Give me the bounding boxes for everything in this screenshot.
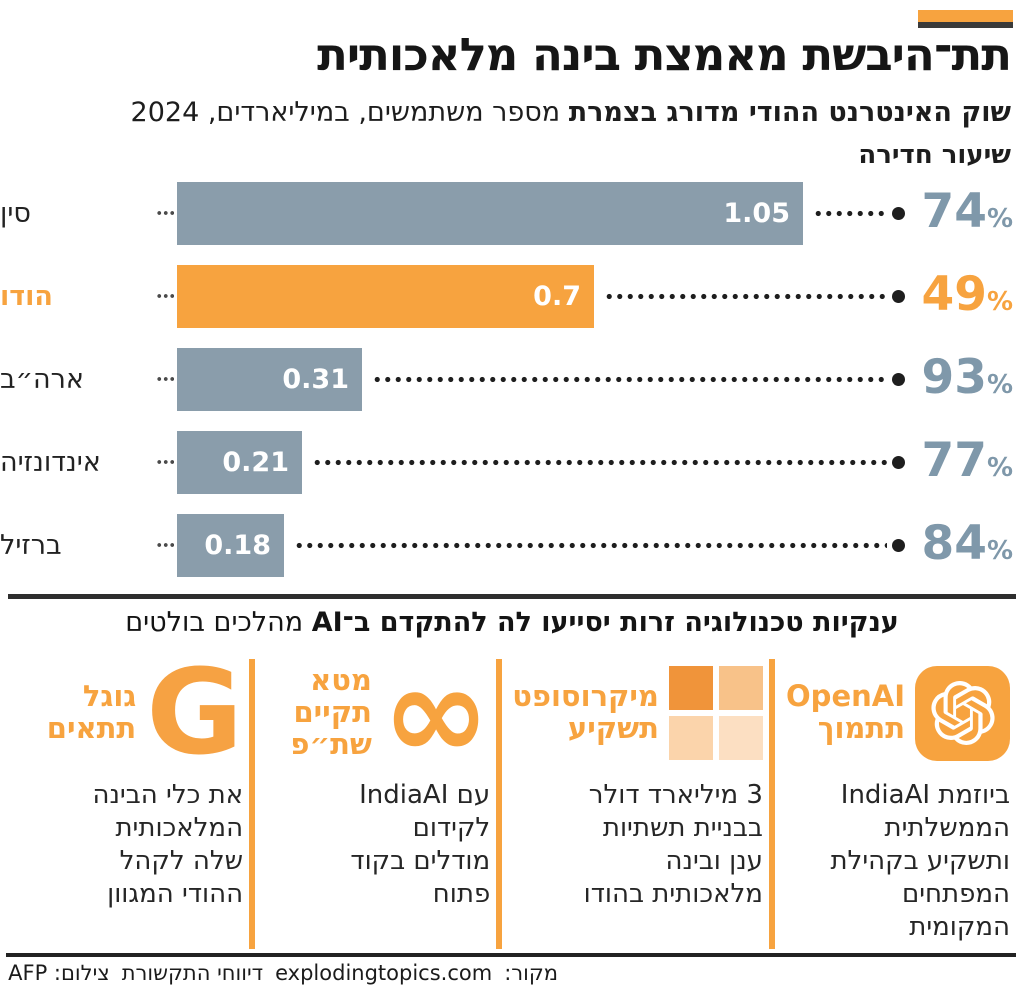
country-label: סין: [0, 198, 31, 229]
meta-infinity-icon: ∞: [381, 637, 491, 789]
ms-square-bottom-right: [718, 716, 763, 760]
percent-sign: %: [986, 370, 1013, 400]
bar: 0.18: [177, 514, 284, 577]
card-description-microsoft: 3 מיליארד דולר בבניית תשתיות ענן ובינה מ…: [583, 780, 763, 910]
card-description-google: את כלי הבינה המלאכותית שלה לקהל ההודי המ…: [92, 780, 244, 910]
brand-marker-orange: [918, 10, 1013, 22]
penetration-value: 49%: [922, 265, 1013, 328]
card-head: OpenAI תתמוך: [785, 663, 1010, 763]
leader-bullet-icon: [892, 373, 905, 386]
card-title-meta: מטא תקיים שת״פ: [290, 663, 372, 761]
card-title-microsoft: מיקרוסופט תשקיע: [512, 679, 659, 745]
chart-row: ברזיל 0.18 84%: [0, 504, 1024, 587]
leader-dots: [312, 459, 887, 466]
penetration-number: 77: [921, 433, 987, 488]
company-cards: OpenAI תתמוך ביוזמת IndiaAI הממשלתית ותש…: [8, 637, 1016, 949]
card-meta: ∞ מטא תקיים שת״פ עם IndiaAI לקידום מודלי…: [255, 637, 496, 949]
leader-dots: [604, 293, 887, 300]
penetration-number: 74: [921, 184, 987, 239]
column-divider: [496, 659, 503, 949]
card-openai: OpenAI תתמוך ביוזמת IndiaAI הממשלתית ותש…: [775, 659, 1016, 949]
openai-knot-icon: [915, 665, 1010, 761]
bar-value: 0.18: [204, 530, 271, 561]
label-leader-dots: [156, 210, 174, 216]
penetration-value: 77%: [922, 431, 1013, 494]
country-label: הודו: [0, 281, 53, 312]
bar-value: 0.21: [222, 447, 289, 478]
source-line: מקור: explodingtopics.com דיווחי התקשורת צי…: [2, 961, 558, 985]
percent-sign: %: [986, 453, 1013, 483]
percent-sign: %: [986, 536, 1013, 566]
chart-row: סין 1.05 74%: [0, 172, 1024, 255]
percent-sign: %: [986, 287, 1013, 317]
source-label: מקור:: [504, 961, 558, 985]
card-head: G גוגל תתאים: [18, 642, 244, 781]
section-divider: [8, 594, 1016, 599]
bar-value: 0.31: [282, 364, 349, 395]
google-g-icon: G: [146, 642, 244, 781]
penetration-number: 93: [921, 350, 987, 405]
card-description-openai: ביוזמת IndiaAI הממשלתית ותשקיע בקהילת המ…: [830, 780, 1010, 943]
leader-dots: [813, 210, 887, 217]
section-header-rest: מהלכים בולטים: [125, 607, 312, 638]
leader-bullet-icon: [892, 207, 905, 220]
country-label: ברזיל: [0, 530, 62, 561]
bar-chart: סין 1.05 74% הודו 0.7 49% ארה״ב 0.31 93%: [0, 172, 1024, 590]
penetration-value: 74%: [922, 182, 1013, 245]
section-header-bold: ענקיות טכנולוגיה זרות יסייעו לה להתקדם ב…: [311, 607, 899, 638]
card-title-openai: OpenAI תתמוך: [786, 679, 905, 745]
chart-subtitle-bold: שוק האינטרנט ההודי מדורג בצמרת: [568, 97, 1011, 128]
penetration-axis-label: שיעור חדירה: [858, 140, 1011, 170]
bar: 0.21: [177, 431, 302, 494]
chart-row: ארה״ב 0.31 93%: [0, 338, 1024, 421]
label-leader-dots: [156, 459, 174, 465]
footer-divider: [6, 953, 1016, 957]
source-value: explodingtopics.com: [275, 961, 493, 985]
leader-dots: [372, 376, 887, 383]
penetration-value: 93%: [922, 348, 1013, 411]
card-head: ∞ מטא תקיים שת״פ: [265, 637, 491, 789]
photo-credit: צילום: AFP: [8, 961, 110, 985]
chart-subtitle-rest: מספר משתמשים, במיליארדים, 2024: [130, 97, 569, 128]
bar: 0.31: [177, 348, 362, 411]
chart-row: אינדונזיה 0.21 77%: [0, 421, 1024, 504]
card-title-google: גוגל תתאים: [46, 679, 137, 745]
leader-bullet-icon: [892, 290, 905, 303]
leader-dots: [294, 542, 887, 549]
label-leader-dots: [156, 542, 174, 548]
microsoft-windows-icon: [668, 666, 763, 760]
ms-square-top-right: [718, 666, 763, 710]
source-reports: דיווחי התקשורת: [121, 961, 264, 985]
country-label: אינדונזיה: [0, 447, 101, 478]
country-label: ארה״ב: [0, 364, 84, 395]
chart-subtitle: שוק האינטרנט ההודי מדורג בצמרת מספר משתמ…: [11, 97, 1011, 128]
ms-square-top-left: [668, 666, 713, 710]
card-head: מיקרוסופט תשקיע: [512, 663, 763, 763]
brand-marker-dark: [918, 22, 1013, 28]
bar-value: 0.7: [533, 281, 581, 312]
card-microsoft: מיקרוסופט תשקיע 3 מיליארד דולר בבניית תש…: [502, 659, 769, 949]
bar-value: 1.05: [723, 198, 790, 229]
label-leader-dots: [156, 376, 174, 382]
bar: 1.05: [177, 182, 803, 245]
percent-sign: %: [986, 204, 1013, 234]
card-google: G גוגל תתאים את כלי הבינה המלאכותית שלה …: [8, 642, 249, 949]
leader-bullet-icon: [892, 539, 905, 552]
card-description-meta: עם IndiaAI לקידום מודלים בקוד פתוח: [350, 780, 491, 910]
section-header: ענקיות טכנולוגיה זרות יסייעו לה להתקדם ב…: [0, 607, 1024, 638]
penetration-number: 49: [921, 267, 987, 322]
leader-bullet-icon: [892, 456, 905, 469]
column-divider: [249, 659, 256, 949]
bar: 0.7: [177, 265, 594, 328]
column-divider: [768, 659, 775, 949]
ms-square-bottom-left: [668, 716, 713, 760]
penetration-value: 84%: [922, 514, 1013, 577]
chart-row: הודו 0.7 49%: [0, 255, 1024, 338]
page-title: תת־היבשת מאמצת בינה מלאכותית: [317, 28, 1012, 81]
penetration-number: 84: [921, 516, 987, 571]
label-leader-dots: [156, 293, 174, 299]
